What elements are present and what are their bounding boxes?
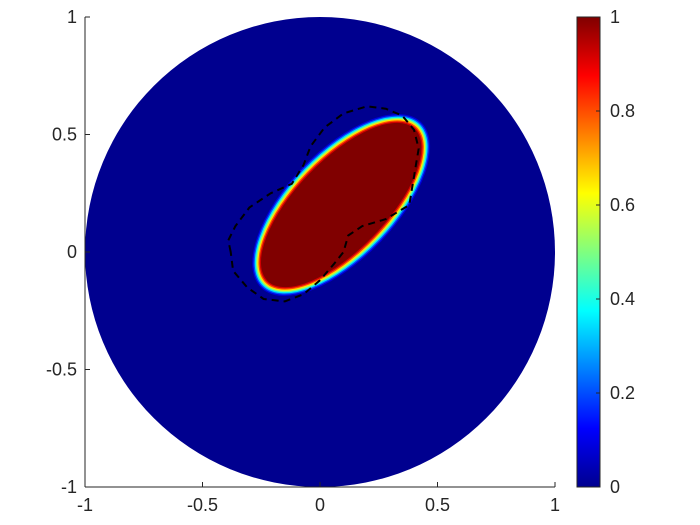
y-axis-ticks: -1 -0.5 0 0.5 1	[46, 7, 90, 497]
y-tick-label: 0	[67, 242, 77, 262]
x-axis-ticks: -1 -0.5 0 0.5 1	[77, 482, 560, 515]
colorbar-tick-label: 0.2	[610, 383, 635, 403]
y-tick-label: 0.5	[52, 125, 77, 145]
x-tick-label: 1	[550, 495, 560, 515]
x-tick-label: 0	[315, 495, 325, 515]
y-tick-label: -0.5	[46, 360, 77, 380]
x-tick-label: -1	[77, 495, 93, 515]
colorbar-tick-label: 1	[610, 7, 620, 27]
contour-path	[227, 105, 420, 303]
colorbar-gradient	[576, 16, 601, 488]
colorbar-tick-label: 0.6	[610, 195, 635, 215]
dashed-contour	[227, 105, 420, 303]
colorbar-tick-label: 0.4	[610, 289, 635, 309]
x-tick-label: 0.5	[425, 495, 450, 515]
y-tick-label: -1	[61, 477, 77, 497]
y-tick-label: 1	[67, 7, 77, 27]
x-tick-label: -0.5	[187, 495, 218, 515]
region-level-7	[260, 122, 422, 288]
heatmap-field	[85, 17, 555, 487]
plot-area: -1 -0.5 0 0.5 1 -1 -0.5 0 0.5 1	[46, 7, 560, 515]
colorbar-tick-label: 0	[610, 477, 620, 497]
colorbar: 0 0.2 0.4 0.6 0.8 1	[576, 7, 635, 497]
region-ellipse	[252, 114, 431, 296]
colorbar-ticks: 0 0.2 0.4 0.6 0.8 1	[596, 7, 635, 497]
colorbar-tick-label: 0.8	[610, 101, 635, 121]
